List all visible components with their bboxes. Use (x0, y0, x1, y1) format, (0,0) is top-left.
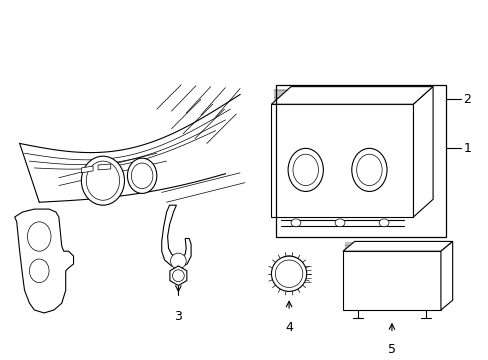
Polygon shape (342, 242, 452, 251)
Ellipse shape (271, 256, 306, 291)
Ellipse shape (29, 259, 49, 283)
FancyBboxPatch shape (271, 104, 413, 217)
Polygon shape (169, 266, 186, 285)
Polygon shape (413, 87, 432, 217)
Polygon shape (15, 209, 73, 313)
Polygon shape (98, 164, 111, 170)
Text: 2: 2 (463, 93, 470, 106)
Text: 5: 5 (387, 343, 395, 356)
Polygon shape (162, 205, 191, 268)
FancyBboxPatch shape (342, 251, 440, 310)
Ellipse shape (127, 158, 157, 193)
Ellipse shape (172, 270, 184, 282)
Ellipse shape (287, 148, 323, 192)
Polygon shape (271, 87, 432, 104)
Text: 1: 1 (463, 142, 470, 155)
Ellipse shape (351, 148, 386, 192)
Text: 3: 3 (174, 310, 182, 323)
Ellipse shape (170, 253, 186, 269)
Ellipse shape (290, 219, 300, 227)
Ellipse shape (27, 222, 51, 251)
Polygon shape (440, 242, 452, 310)
Text: 4: 4 (285, 321, 292, 334)
Polygon shape (81, 166, 93, 173)
Ellipse shape (378, 219, 388, 227)
Ellipse shape (81, 156, 124, 205)
Ellipse shape (334, 219, 344, 227)
